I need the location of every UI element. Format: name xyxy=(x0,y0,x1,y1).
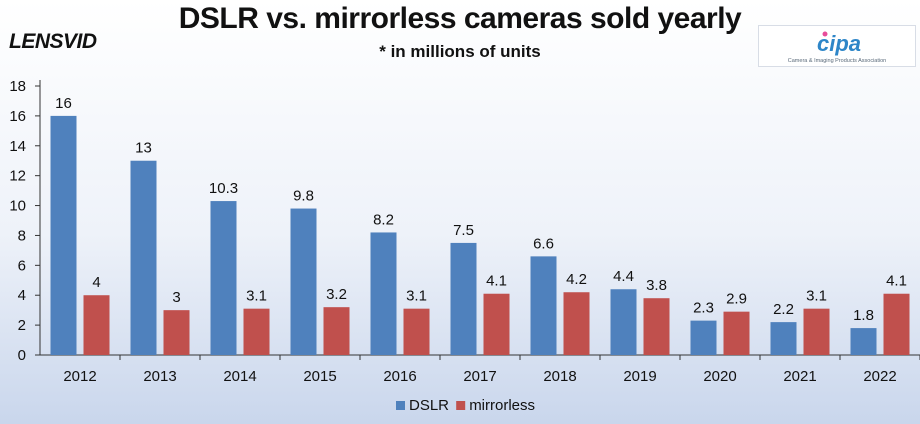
bar-dslr-2022 xyxy=(850,328,877,355)
data-label-mirrorless-2012: 4 xyxy=(92,274,100,291)
x-tick-label-2013: 2013 xyxy=(143,368,176,385)
data-label-mirrorless-2020: 2.9 xyxy=(726,291,747,308)
bar-dslr-2014 xyxy=(210,201,237,355)
data-label-dslr-2014: 10.3 xyxy=(209,180,238,197)
data-label-mirrorless-2018: 4.2 xyxy=(566,271,587,288)
data-label-mirrorless-2014: 3.1 xyxy=(246,288,267,305)
data-label-dslr-2016: 8.2 xyxy=(373,211,394,228)
x-axis: 2012 2013 2014 2015 2016 2017 2018 2019 2020 2021… xyxy=(40,354,920,385)
bar-mirrorless-2020 xyxy=(723,311,750,355)
bar-series xyxy=(50,115,910,355)
x-tick-label-2015: 2015 xyxy=(303,368,336,385)
data-label-mirrorless-2019: 3.8 xyxy=(646,277,667,294)
x-tick-label-2017: 2017 xyxy=(463,368,496,385)
bar-mirrorless-2022 xyxy=(883,293,910,355)
bar-mirrorless-2018 xyxy=(563,292,590,355)
y-tick-label: 8 xyxy=(18,227,26,244)
bar-dslr-2015 xyxy=(290,208,317,355)
bar-mirrorless-2014 xyxy=(243,308,270,355)
data-label-mirrorless-2022: 4.1 xyxy=(886,273,907,290)
bar-mirrorless-2017 xyxy=(483,293,510,355)
y-tick-label: 0 xyxy=(18,347,26,364)
bar-mirrorless-2016 xyxy=(403,308,430,355)
data-labels: 16 4 13 3 10.3 3.1 9.8 3.2 8.2 3.1 7.5 4.1 6.6 4.2 4.4… xyxy=(55,95,907,324)
x-tick-label-2021: 2021 xyxy=(783,368,816,385)
bar-mirrorless-2015 xyxy=(323,307,350,355)
data-label-mirrorless-2016: 3.1 xyxy=(406,288,427,305)
x-tick-label-2020: 2020 xyxy=(703,368,736,385)
legend-swatch-dslr xyxy=(396,401,405,410)
bar-dslr-2019 xyxy=(610,289,637,355)
x-tick-label-2014: 2014 xyxy=(223,368,256,385)
bar-dslr-2016 xyxy=(370,232,397,355)
brand-logo-text: LENSVID xyxy=(9,30,97,53)
bar-mirrorless-2013 xyxy=(163,310,190,355)
bar-dslr-2013 xyxy=(130,160,157,355)
legend-label-mirrorless: mirrorless xyxy=(469,397,535,414)
x-tick-label-2022: 2022 xyxy=(863,368,896,385)
chart-title: DSLR vs. mirrorless cameras sold yearly xyxy=(178,2,742,35)
data-label-dslr-2019: 4.4 xyxy=(613,268,634,285)
y-tick-label: 12 xyxy=(9,168,26,185)
data-label-dslr-2020: 2.3 xyxy=(693,300,714,317)
x-tick-label-2012: 2012 xyxy=(63,368,96,385)
data-label-dslr-2022: 1.8 xyxy=(853,307,874,324)
bar-dslr-2021 xyxy=(770,322,797,355)
cipa-logo-icon: cipa Camera & Imaging Products Associati… xyxy=(788,31,886,64)
x-tick-label-2018: 2018 xyxy=(543,368,576,385)
cipa-logo-dot xyxy=(822,31,828,37)
y-tick-label: 14 xyxy=(9,138,26,155)
chart-subtitle: * in millions of units xyxy=(379,42,541,61)
x-tick-label-2016: 2016 xyxy=(383,368,416,385)
y-tick-label: 4 xyxy=(18,287,26,304)
data-label-dslr-2017: 7.5 xyxy=(453,222,474,239)
y-tick-label: 6 xyxy=(18,257,26,274)
data-label-dslr-2015: 9.8 xyxy=(293,188,314,205)
x-tick-label-2019: 2019 xyxy=(623,368,656,385)
bar-mirrorless-2021 xyxy=(803,308,830,355)
legend-label-dslr: DSLR xyxy=(409,397,449,414)
data-label-mirrorless-2013: 3 xyxy=(172,289,180,306)
y-tick-label: 10 xyxy=(9,198,26,215)
data-label-dslr-2013: 13 xyxy=(135,140,152,157)
bar-mirrorless-2019 xyxy=(643,298,670,355)
legend: DSLR mirrorless xyxy=(396,397,535,414)
cipa-logo: cipa Camera & Imaging Products Associati… xyxy=(758,25,916,67)
legend-swatch-mirrorless xyxy=(456,401,466,410)
bar-dslr-2020 xyxy=(690,320,717,355)
y-axis: 0 2 4 6 8 10 12 14 16 18 xyxy=(9,78,41,364)
y-tick-label: 18 xyxy=(9,78,26,95)
bar-dslr-2018 xyxy=(530,256,557,355)
data-label-dslr-2012: 16 xyxy=(55,95,72,112)
data-label-mirrorless-2021: 3.1 xyxy=(806,288,827,305)
bar-mirrorless-2012 xyxy=(83,295,110,355)
data-label-mirrorless-2015: 3.2 xyxy=(326,286,347,303)
y-tick-label: 2 xyxy=(18,317,26,334)
data-label-mirrorless-2017: 4.1 xyxy=(486,273,507,290)
bar-dslr-2012 xyxy=(50,115,77,355)
data-label-dslr-2021: 2.2 xyxy=(773,301,794,318)
cipa-logo-caption: Camera & Imaging Products Association xyxy=(788,58,886,64)
bar-dslr-2017 xyxy=(450,242,477,355)
y-tick-label: 16 xyxy=(9,108,26,125)
data-label-dslr-2018: 6.6 xyxy=(533,235,554,252)
